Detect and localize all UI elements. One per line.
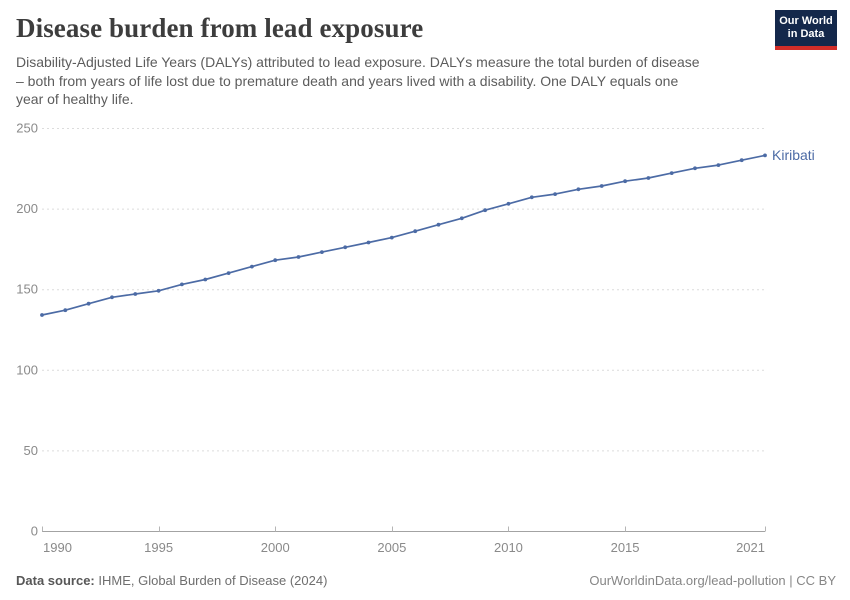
series-end-label: Kiribati [772, 147, 815, 163]
data-point [739, 158, 744, 163]
data-point [273, 258, 278, 263]
series-line-kiribati [41, 154, 766, 316]
data-point [716, 163, 721, 168]
data-point [389, 235, 394, 240]
data-point [483, 208, 487, 213]
data-point [459, 216, 464, 221]
data-point [763, 153, 767, 158]
owid-logo-line1: Our World [779, 15, 833, 27]
data-point [156, 288, 161, 293]
data-point [343, 245, 348, 250]
y-axis-label: 100 [16, 362, 38, 377]
x-axis-label: 1995 [144, 540, 173, 555]
data-point [599, 184, 604, 188]
y-axis-label: 150 [16, 282, 38, 297]
x-axis-label: 2005 [377, 540, 406, 555]
y-axis-label: 50 [24, 443, 38, 458]
data-point [413, 229, 418, 234]
chart-header: Disease burden from lead exposure Disabi… [16, 13, 755, 109]
data-point [529, 195, 534, 200]
data-point [110, 295, 114, 300]
data-point [576, 187, 581, 192]
data-point [180, 282, 184, 287]
owid-logo-line2: in Data [787, 28, 825, 40]
data-point [366, 240, 371, 245]
data-source-text: IHME, Global Burden of Disease (2024) [94, 573, 328, 588]
data-point [553, 192, 557, 197]
x-axis-label: 2021 [736, 540, 765, 555]
data-source-label: Data source: [16, 573, 95, 588]
chart-subtitle: Disability-Adjusted Life Years (DALYs) a… [16, 54, 700, 108]
data-point [320, 250, 324, 255]
owid-logo[interactable]: Our World in Data [775, 10, 837, 50]
x-axis-label: 2010 [494, 540, 523, 555]
chart-footer: Data source: IHME, Global Burden of Dise… [16, 573, 836, 588]
data-point [506, 201, 511, 206]
data-point [623, 179, 627, 184]
data-source: Data source: IHME, Global Burden of Dise… [16, 573, 327, 588]
x-axis-label: 2000 [261, 540, 290, 555]
data-point [40, 313, 44, 317]
data-point [436, 222, 441, 227]
x-axis-label: 1990 [43, 540, 72, 555]
data-point [203, 277, 208, 282]
data-point [133, 292, 138, 296]
y-axis-label: 200 [16, 201, 38, 216]
y-axis-label: 250 [16, 121, 38, 136]
data-point [86, 301, 91, 306]
license-link[interactable]: OurWorldinData.org/lead-pollution | CC B… [589, 573, 836, 588]
data-point [63, 308, 68, 313]
data-point [669, 171, 674, 176]
page-title: Disease burden from lead exposure [16, 13, 424, 43]
data-point [646, 176, 651, 180]
data-point [693, 166, 697, 171]
data-point [226, 271, 231, 275]
x-axis-label: 2015 [611, 540, 640, 555]
data-point [296, 255, 301, 259]
data-point [250, 264, 254, 269]
y-axis-label: 0 [31, 524, 38, 539]
